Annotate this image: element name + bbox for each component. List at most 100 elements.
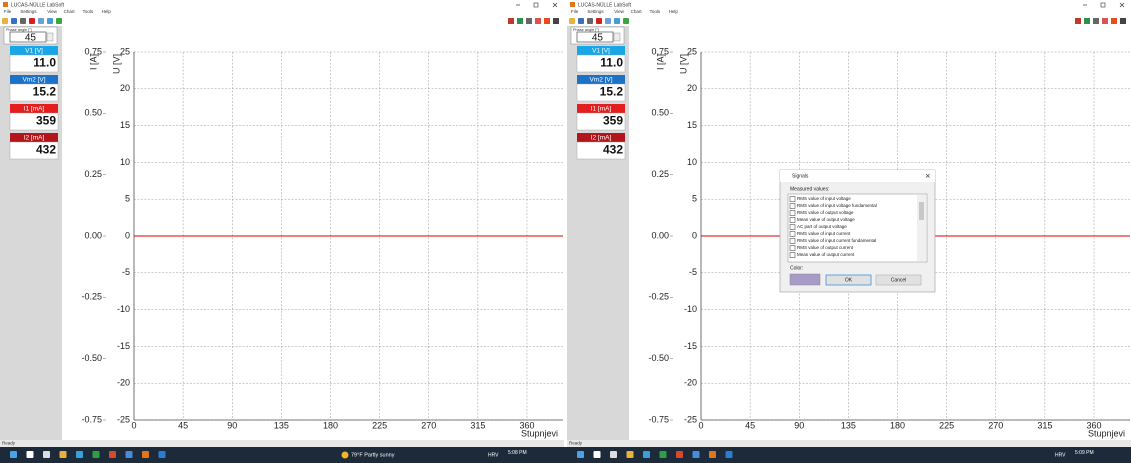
menu-item[interactable]: Chart (631, 9, 643, 14)
toolbar-button[interactable] (526, 18, 532, 24)
toolbar-button[interactable] (578, 18, 584, 24)
checkbox[interactable] (789, 238, 796, 244)
list-item[interactable]: RMS value of output voltage (797, 210, 854, 215)
u-tick-label: -25 (117, 414, 130, 424)
maximize[interactable] (533, 2, 539, 8)
checkbox[interactable] (789, 252, 796, 258)
list-item[interactable]: RMS value of output current (797, 245, 854, 250)
taskbar-icon[interactable] (59, 451, 67, 458)
toolbar-button[interactable] (2, 18, 8, 24)
taskbar-icon[interactable] (577, 451, 584, 458)
meter-value: 15.2 (600, 85, 624, 99)
toolbar-button[interactable] (38, 18, 44, 24)
status-bar (567, 440, 1131, 447)
u-tick-label: -15 (117, 341, 130, 351)
close[interactable] (1119, 2, 1125, 8)
list-item[interactable]: Mean value of output current (797, 252, 855, 257)
toolbar-button[interactable] (553, 18, 559, 24)
taskbar-icon[interactable] (725, 451, 733, 458)
toolbar-button[interactable] (508, 18, 514, 24)
dialog-close[interactable] (925, 173, 930, 178)
list-item[interactable]: RMS value of input voltage fundamental (797, 203, 877, 208)
menu-item[interactable]: File (4, 9, 12, 14)
cancel-button[interactable] (875, 274, 922, 286)
toolbar-button[interactable] (47, 18, 53, 24)
taskbar-icon[interactable] (109, 451, 116, 458)
phase-input[interactable] (576, 31, 614, 43)
checkbox[interactable] (789, 217, 796, 223)
menu-item[interactable]: Tools (83, 9, 94, 14)
checkbox[interactable] (789, 231, 796, 237)
list-item[interactable]: RMS value of input voltage (797, 196, 851, 201)
toolbar-button[interactable] (1102, 18, 1108, 24)
toolbar-button[interactable] (20, 18, 26, 24)
menu-item[interactable]: Settings (587, 9, 604, 14)
checkbox[interactable] (789, 210, 796, 216)
ok-button[interactable] (825, 274, 872, 286)
scroll-thumb[interactable] (919, 202, 924, 220)
toolbar-button[interactable] (1111, 18, 1117, 24)
toolbar-button[interactable] (614, 18, 620, 24)
meter-box (9, 83, 59, 102)
taskbar-icon[interactable] (692, 451, 700, 458)
meter-box (576, 83, 626, 102)
taskbar-icon[interactable] (676, 451, 683, 458)
taskbar-icon[interactable] (593, 451, 601, 458)
checkbox[interactable] (789, 196, 796, 202)
status-text: Ready (2, 441, 16, 446)
meter-box (9, 54, 59, 73)
u-tick-label: 20 (687, 83, 697, 93)
list-item[interactable]: AC part of output voltage (797, 224, 847, 229)
taskbar-icon[interactable] (76, 451, 83, 458)
taskbar-icon[interactable] (709, 451, 716, 458)
menu-item[interactable]: File (571, 9, 579, 14)
toolbar-button[interactable] (587, 18, 593, 24)
toolbar-button[interactable] (29, 18, 35, 24)
toolbar-button[interactable] (535, 18, 541, 24)
list-item[interactable]: RMS value of input current (797, 231, 851, 236)
taskbar-icon[interactable] (125, 451, 133, 458)
toolbar-button[interactable] (623, 18, 629, 24)
phase-input[interactable] (9, 31, 47, 43)
list-item[interactable]: Mean value of output voltage (797, 217, 855, 222)
taskbar-icon[interactable] (610, 451, 617, 458)
toolbar-button[interactable] (596, 18, 602, 24)
taskbar-icon[interactable] (26, 451, 34, 458)
taskbar-icon[interactable] (659, 451, 667, 458)
toolbar-button[interactable] (517, 18, 523, 24)
menu-item[interactable]: View (614, 9, 624, 14)
color-select[interactable] (789, 273, 821, 286)
taskbar-icon[interactable] (142, 451, 149, 458)
toolbar-button[interactable] (56, 18, 62, 24)
taskbar-icon[interactable] (158, 451, 166, 458)
menu-item[interactable]: View (47, 9, 57, 14)
meter-label: I2 [mA] (24, 134, 45, 141)
menu-item[interactable]: Help (102, 9, 112, 14)
menu-item[interactable]: Help (669, 9, 679, 14)
spinner[interactable] (46, 32, 54, 42)
checkbox[interactable] (789, 203, 796, 209)
toolbar-button[interactable] (1093, 18, 1099, 24)
spinner[interactable] (613, 32, 621, 42)
toolbar-button[interactable] (569, 18, 575, 24)
checkbox[interactable] (789, 245, 796, 251)
maximize[interactable] (1100, 2, 1106, 8)
close[interactable] (552, 2, 558, 8)
toolbar-button[interactable] (544, 18, 550, 24)
toolbar-button[interactable] (1084, 18, 1090, 24)
i-tick-label: 0.25 (84, 169, 102, 179)
menu-item[interactable]: Chart (64, 9, 76, 14)
taskbar-icon[interactable] (643, 451, 650, 458)
menu-item[interactable]: Tools (650, 9, 661, 14)
menu-item[interactable]: Settings (20, 9, 37, 14)
toolbar-button[interactable] (1120, 18, 1126, 24)
toolbar-button[interactable] (11, 18, 17, 24)
taskbar-icon[interactable] (626, 451, 634, 458)
toolbar-button[interactable] (1075, 18, 1081, 24)
list-item[interactable]: RMS value of input current fundamental (797, 238, 876, 243)
toolbar-button[interactable] (605, 18, 611, 24)
taskbar-icon[interactable] (43, 451, 50, 458)
checkbox[interactable] (789, 224, 796, 230)
taskbar-icon[interactable] (10, 451, 17, 458)
taskbar-icon[interactable] (92, 451, 100, 458)
